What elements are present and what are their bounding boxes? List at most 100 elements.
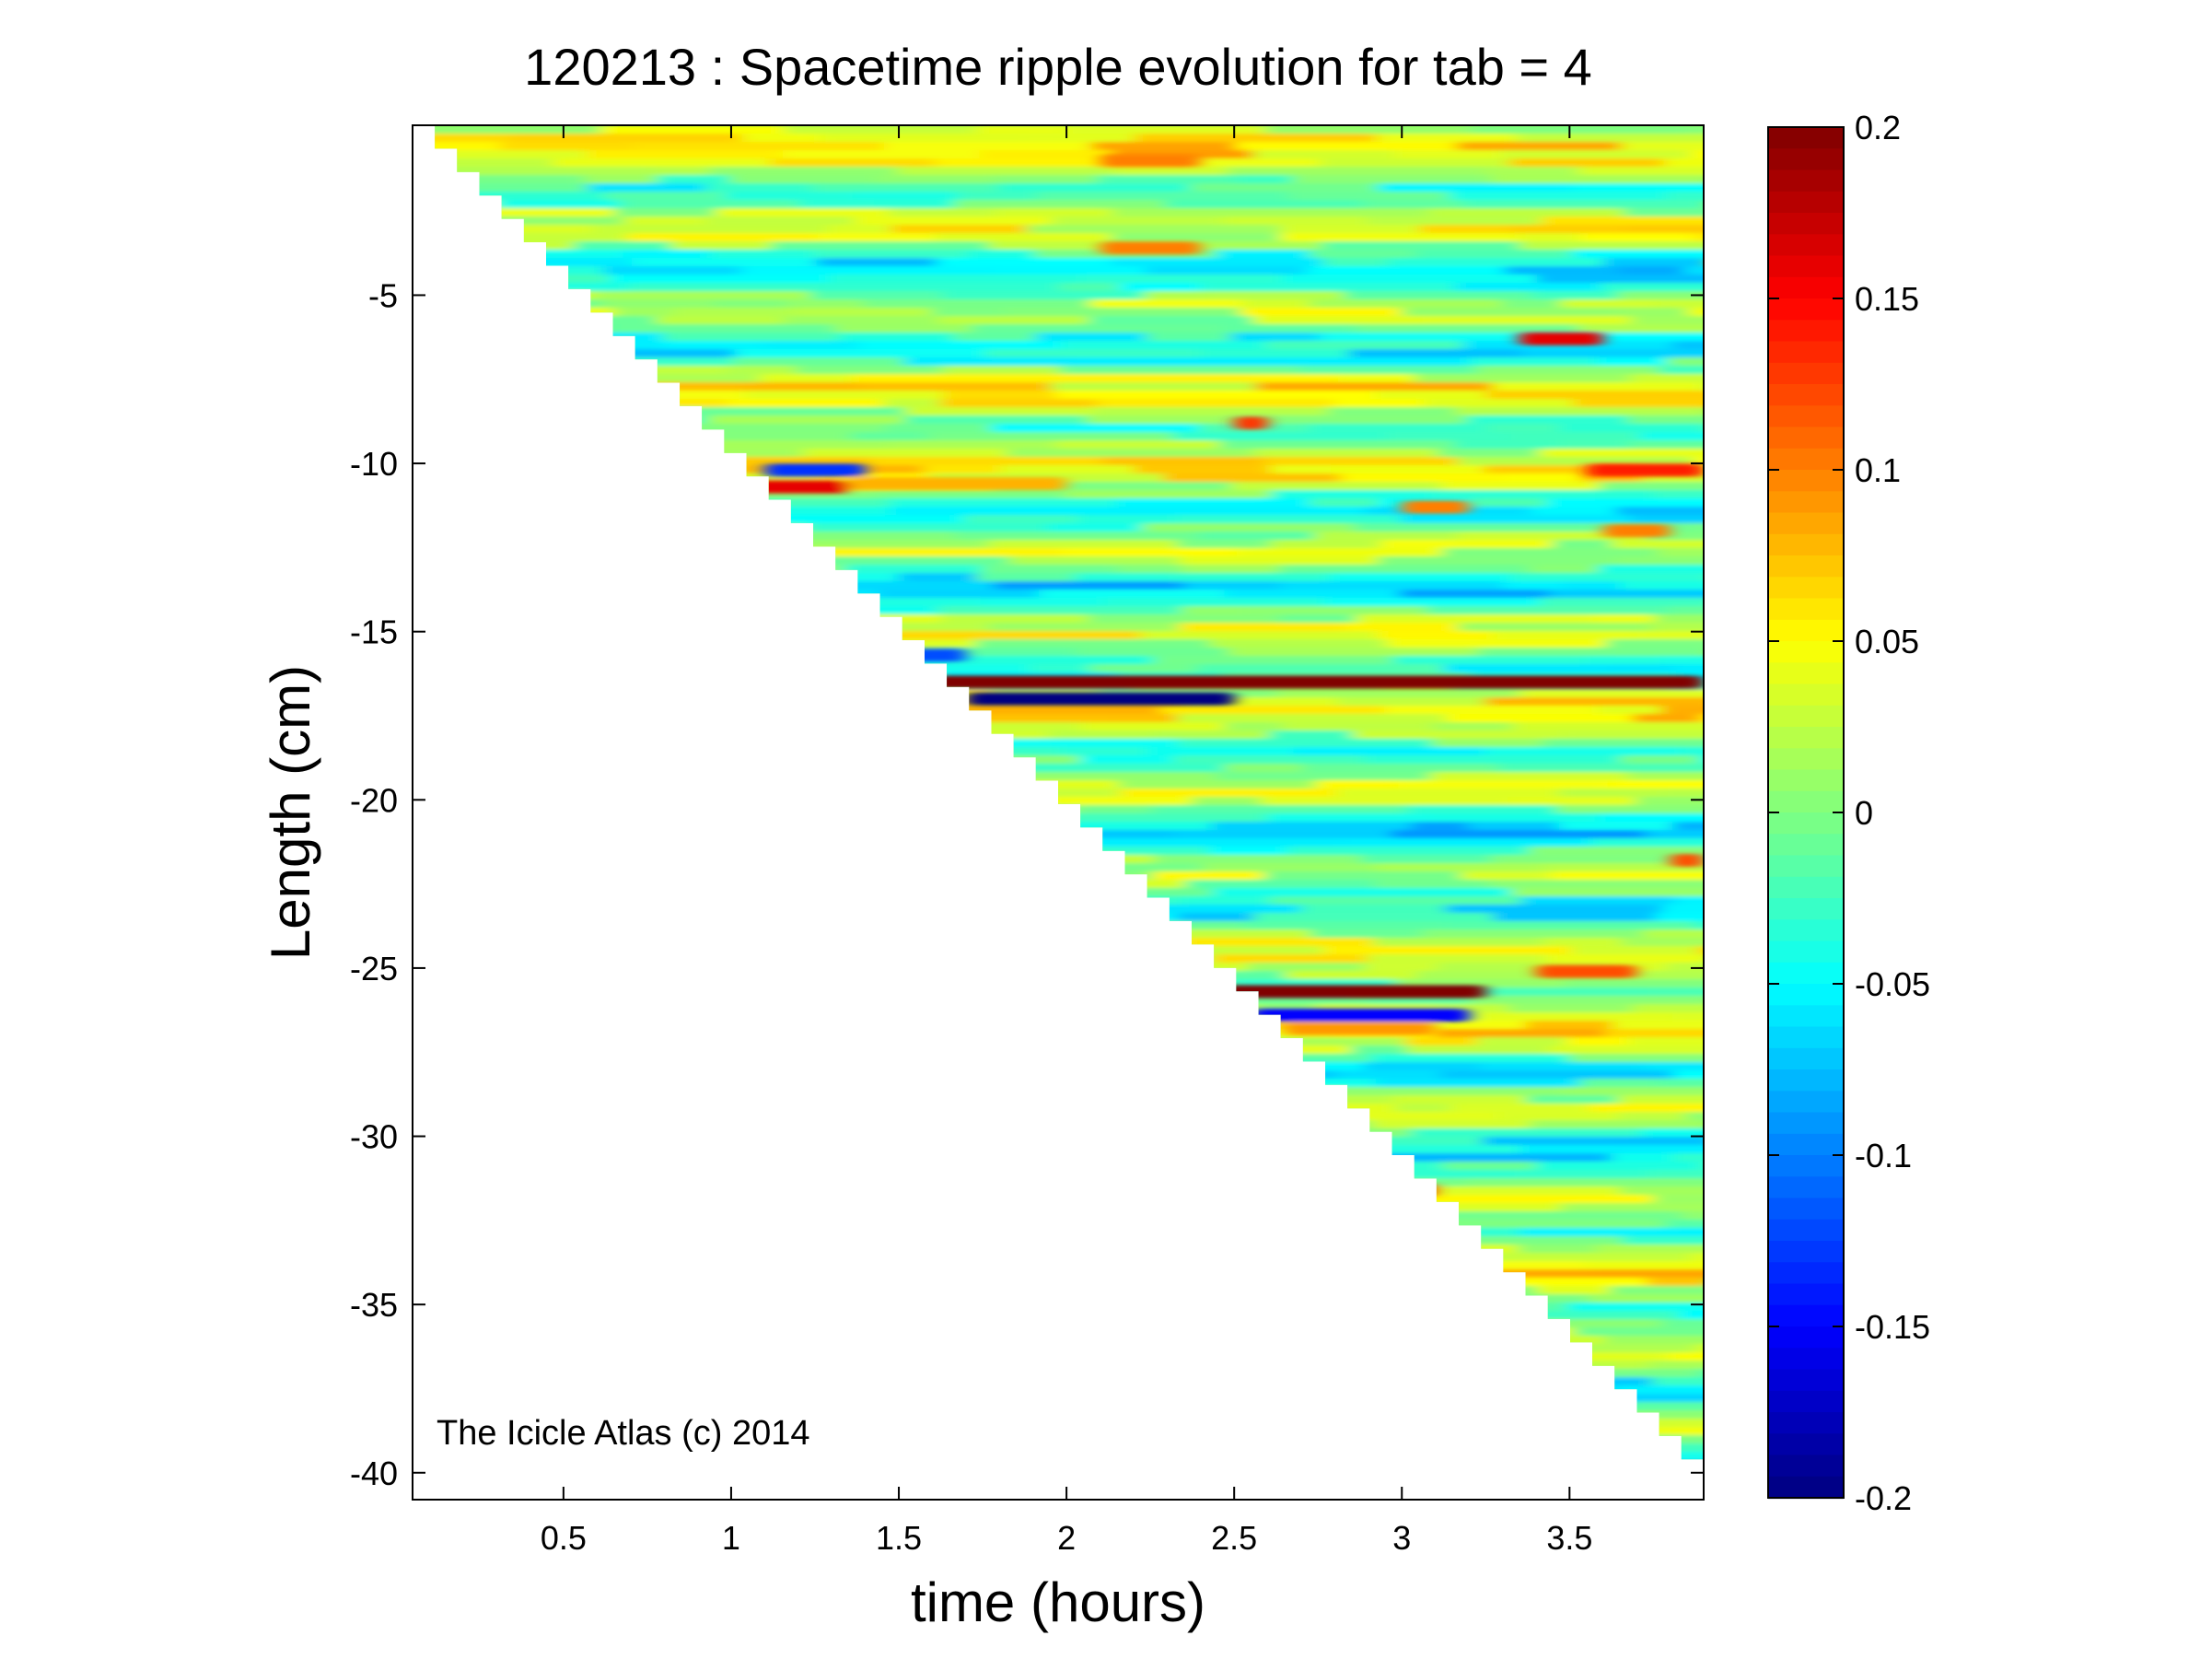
ripple-cell (646, 1286, 822, 1295)
heatmap-features (748, 154, 1704, 1197)
ripple-cell (850, 1419, 1082, 1428)
ripple-cell (1285, 971, 1419, 980)
ripple-cell (849, 614, 943, 624)
ripple-cell (413, 556, 594, 566)
ripple-cell (998, 183, 1192, 193)
ripple-cell (488, 1021, 695, 1030)
ripple-cell (413, 1153, 493, 1162)
ripple-cell (1199, 283, 1458, 292)
ripple-cell (413, 540, 474, 549)
ripple-cell (413, 1178, 563, 1187)
ripple-cell (1620, 581, 1704, 590)
colorbar-tick-label: 0.1 (1855, 451, 1901, 489)
ripple-cell (1023, 134, 1137, 143)
ripple-cell (866, 896, 1113, 905)
ripple-cell (1604, 1394, 1704, 1403)
ripple-cell (851, 374, 1072, 383)
ripple-cell (1694, 1344, 1704, 1353)
ripple-cell (1307, 266, 1508, 275)
ripple-cell (1563, 581, 1623, 590)
ripple-cell (1169, 1294, 1340, 1303)
ripple-cell (1210, 1485, 1345, 1494)
ripple-cell (1512, 722, 1648, 731)
ripple-cell (413, 1112, 587, 1121)
ripple-cell (1007, 449, 1256, 458)
ripple-cell (870, 1319, 1030, 1328)
colorbar-cell (1768, 727, 1844, 750)
ripple-cell (1026, 1352, 1133, 1361)
ripple-cell (521, 1070, 762, 1080)
ripple-cell (907, 1244, 1035, 1254)
ripple-cell (1440, 1070, 1675, 1080)
ripple-cell (1676, 1145, 1704, 1154)
ripple-cell (758, 755, 901, 765)
ripple-cell (1230, 482, 1382, 491)
ripple-cell (1244, 1303, 1376, 1312)
ripple-cell (626, 233, 820, 242)
ripple-cell (413, 706, 606, 715)
ripple-cell (1629, 515, 1704, 524)
ripple-cell (658, 913, 771, 922)
ripple-cell (1700, 714, 1704, 723)
ripple-cell (1673, 896, 1704, 905)
ripple-cell (844, 880, 988, 889)
ripple-cell (1044, 1344, 1295, 1353)
ripple-cell (1681, 523, 1704, 532)
colorbar-cell (1768, 577, 1844, 600)
ripple-cell (1075, 805, 1155, 814)
ripple-cell (976, 125, 1069, 134)
ripple-cell (1411, 822, 1470, 831)
ripple-cell (766, 1186, 870, 1196)
ripple-cell (889, 498, 1119, 508)
ripple-cell (751, 1369, 815, 1378)
ripple-cell (413, 913, 567, 922)
ripple-cell (909, 1104, 977, 1113)
ripple-cell (1630, 316, 1704, 325)
ripple-cell (664, 929, 916, 939)
ripple-cell (413, 200, 497, 209)
ripple-cell (413, 515, 606, 524)
ripple-cell (545, 1037, 774, 1046)
ripple-cell (479, 482, 540, 491)
ripple-cell (984, 971, 1081, 980)
ripple-cell (1193, 1186, 1371, 1196)
ripple-cell (1655, 913, 1704, 922)
ripple-cell (1242, 1419, 1301, 1428)
ripple-cell (1183, 697, 1340, 707)
ripple-cell (970, 1079, 1226, 1088)
ripple-cell (413, 192, 607, 201)
colorbar-cell (1768, 1369, 1844, 1392)
ripple-cell (568, 664, 809, 673)
ripple-cell (587, 871, 737, 881)
ripple-cell (634, 672, 696, 682)
ripple-cell (1604, 1029, 1668, 1038)
ripple-cell (1602, 1452, 1704, 1461)
ripple-cell (1455, 283, 1603, 292)
ripple-cell (1566, 1037, 1629, 1046)
colorbar-tick-label: 0.05 (1855, 623, 1919, 660)
ripple-cell (937, 606, 1183, 615)
ripple-cell (1548, 590, 1704, 599)
ripple-cell (644, 424, 887, 433)
ripple-cell (1520, 896, 1676, 905)
ripple-cell (1519, 241, 1704, 251)
ripple-cell (868, 1452, 1053, 1461)
ripple-cell (870, 1145, 1064, 1154)
ripple-cell (1261, 714, 1449, 723)
ripple-cell (1443, 1427, 1673, 1436)
ripple-cell (506, 1062, 677, 1071)
ripple-cell (629, 457, 872, 466)
ripple-cell (1361, 855, 1493, 864)
ripple-cell (1279, 225, 1422, 234)
ripple-cell (1135, 1253, 1288, 1262)
ripple-cell (1573, 399, 1704, 408)
ripple-cell (838, 1485, 998, 1494)
ripple-cell (1200, 1352, 1398, 1361)
ripple-cell (911, 1137, 1035, 1146)
ripple-cell (1152, 805, 1410, 814)
ripple-cell (570, 789, 697, 798)
ripple-cell (1566, 1303, 1704, 1312)
ripple-cell (1543, 938, 1624, 947)
ripple-cell (898, 1336, 1068, 1345)
ripple-cell (561, 424, 646, 433)
